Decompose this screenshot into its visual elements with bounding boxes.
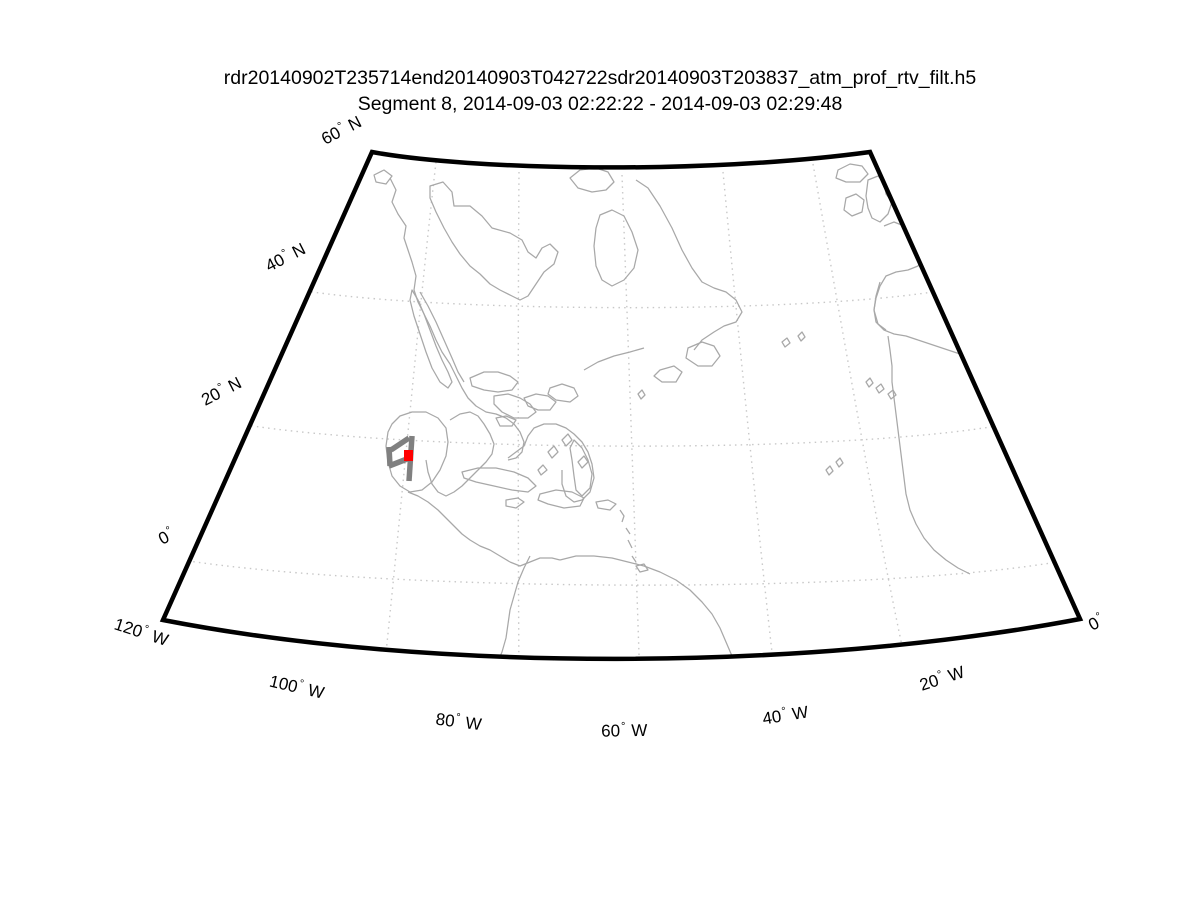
map-boundary [159, 149, 1084, 662]
coastlines [373, 163, 971, 659]
satellite-track-overlay [386, 435, 415, 482]
map-background [163, 152, 1080, 659]
graticule-parallels [181, 289, 1069, 586]
track-marker [404, 450, 413, 461]
graticule-meridians [383, 161, 906, 659]
